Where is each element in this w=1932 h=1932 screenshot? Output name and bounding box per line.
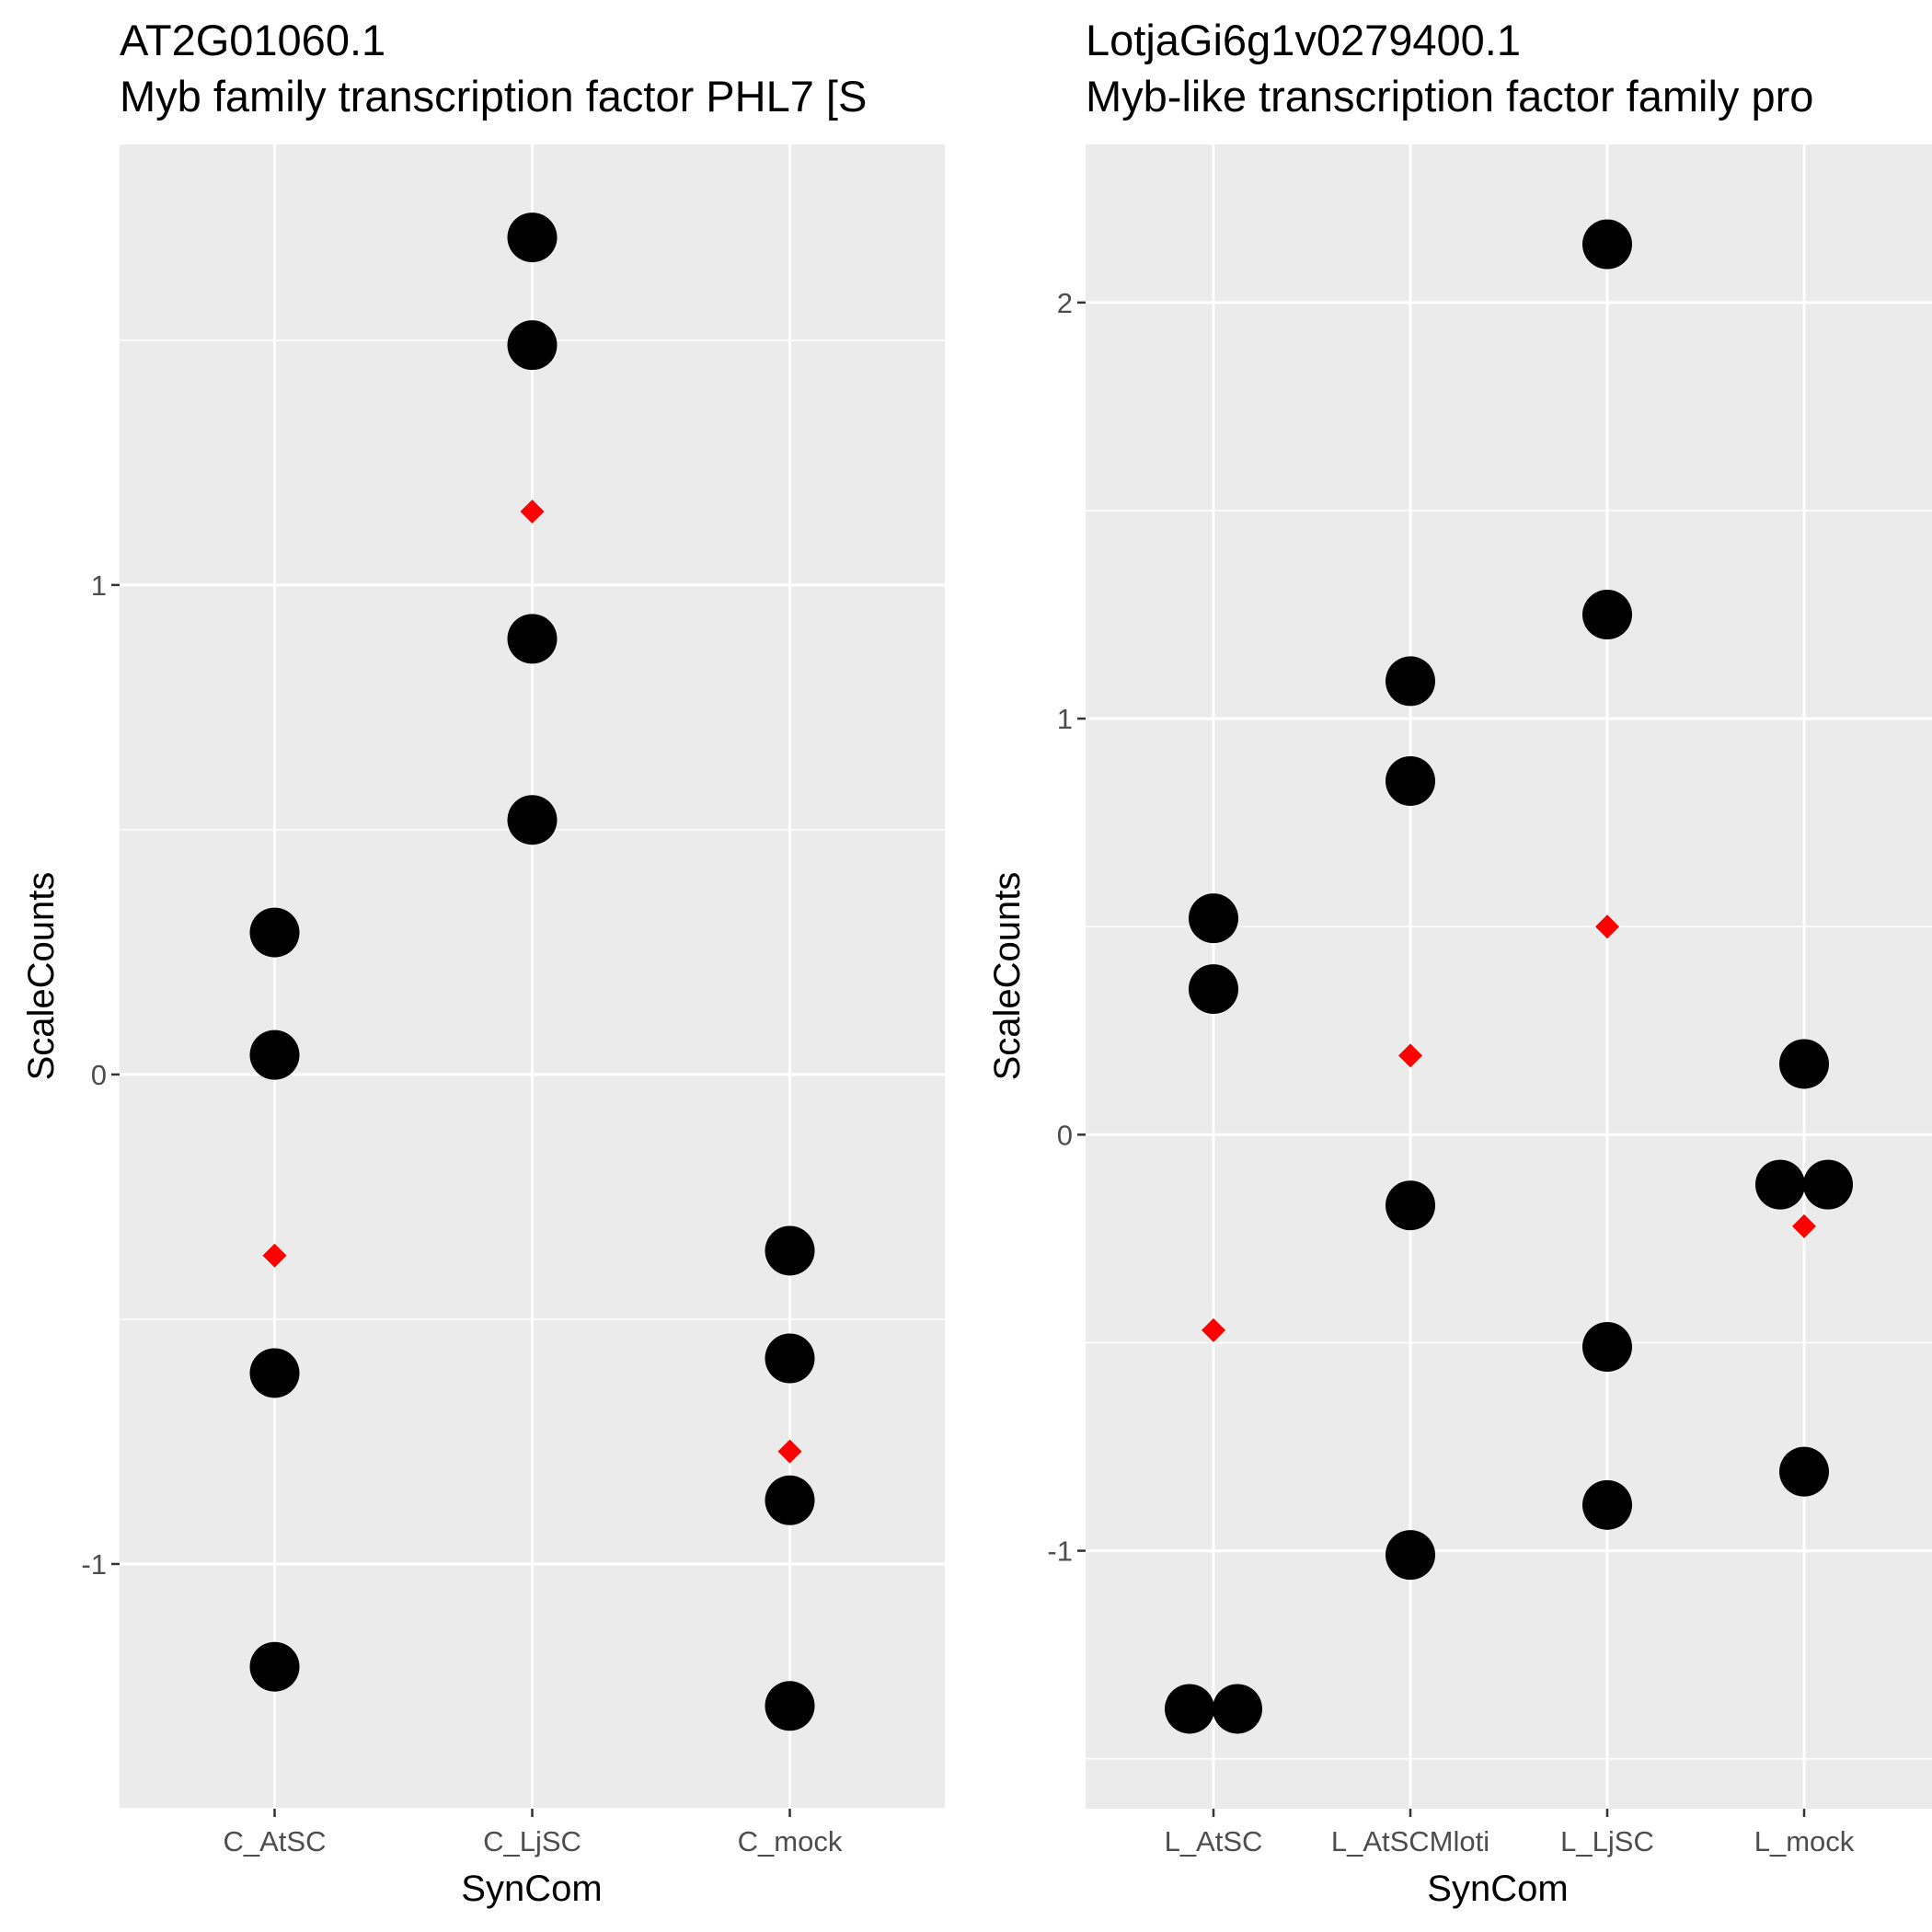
mean-marker xyxy=(262,1243,287,1268)
mean-marker xyxy=(777,1439,802,1464)
data-point xyxy=(249,1641,300,1692)
data-point xyxy=(1582,219,1632,270)
data-marks xyxy=(1165,219,1853,1734)
data-point xyxy=(765,1225,815,1276)
y-axis: -1 0 1 2 xyxy=(1047,287,1086,1568)
x-tick-label: L_mock xyxy=(1754,1825,1855,1857)
y-axis: -1 0 1 xyxy=(81,569,120,1581)
x-axis-label: SynCom xyxy=(461,1869,602,1909)
y-tick-label: 1 xyxy=(1057,703,1073,735)
data-marks xyxy=(249,213,815,1731)
data-point xyxy=(507,213,558,263)
y-tick-label: -1 xyxy=(81,1548,107,1581)
data-point xyxy=(1165,1684,1214,1734)
y-tick-label: 0 xyxy=(1057,1119,1073,1151)
mean-marker xyxy=(1202,1317,1225,1342)
x-tick-label: C_LjSC xyxy=(483,1825,581,1857)
chart-subtitle: Myb family transcription factor PHL7 [S xyxy=(120,72,867,121)
mean-marker xyxy=(1595,914,1619,939)
chart-title: AT2G01060.1 xyxy=(120,16,385,64)
data-point xyxy=(1189,893,1238,944)
data-point xyxy=(507,614,558,664)
y-tick-label: 1 xyxy=(91,569,107,602)
y-tick-label: 0 xyxy=(91,1059,107,1091)
data-point xyxy=(1386,1180,1435,1231)
data-point xyxy=(249,907,300,958)
data-point xyxy=(507,795,558,845)
data-point xyxy=(1755,1159,1805,1210)
data-point xyxy=(765,1681,815,1731)
data-point xyxy=(765,1333,815,1384)
panel-right: LotjaGi6g1v0279400.1 Myb-like transcript… xyxy=(987,16,1932,1909)
x-axis-label: SynCom xyxy=(1427,1869,1568,1909)
x-tick-label: L_AtSCMloti xyxy=(1331,1825,1489,1857)
y-tick-label: 2 xyxy=(1057,287,1073,319)
x-axis: C_AtSC C_LjSC C_mock xyxy=(224,1809,843,1857)
y-axis-label: ScaleCounts xyxy=(987,872,1028,1081)
y-tick-label: -1 xyxy=(1047,1535,1073,1568)
data-point xyxy=(249,1348,300,1398)
data-point xyxy=(1213,1684,1262,1734)
data-point xyxy=(507,320,558,371)
data-point xyxy=(1582,1479,1632,1530)
data-point xyxy=(765,1475,815,1525)
data-point xyxy=(1779,1039,1829,1089)
data-point xyxy=(1386,1530,1435,1581)
data-point xyxy=(1189,964,1238,1015)
x-tick-label: C_AtSC xyxy=(224,1825,327,1857)
data-point xyxy=(1582,590,1632,640)
panel-left: AT2G01060.1 Myb family transcription fac… xyxy=(21,16,945,1909)
chart-title: LotjaGi6g1v0279400.1 xyxy=(1086,16,1521,64)
data-point xyxy=(249,1029,300,1080)
x-tick-label: L_AtSC xyxy=(1165,1825,1263,1857)
data-point xyxy=(1386,755,1435,806)
data-point xyxy=(1386,656,1435,707)
x-tick-label: L_LjSC xyxy=(1560,1825,1654,1857)
x-tick-label: C_mock xyxy=(738,1825,843,1857)
mean-marker xyxy=(1792,1213,1816,1238)
x-axis: L_AtSC L_AtSCMloti L_LjSC L_mock xyxy=(1165,1809,1855,1857)
mean-marker xyxy=(520,500,545,524)
data-point xyxy=(1779,1446,1829,1497)
mean-marker xyxy=(1398,1043,1422,1068)
data-point xyxy=(1803,1159,1853,1210)
data-point xyxy=(1582,1322,1632,1373)
y-axis-label: ScaleCounts xyxy=(21,872,62,1081)
chart-subtitle: Myb-like transcription factor family pro xyxy=(1086,72,1813,121)
